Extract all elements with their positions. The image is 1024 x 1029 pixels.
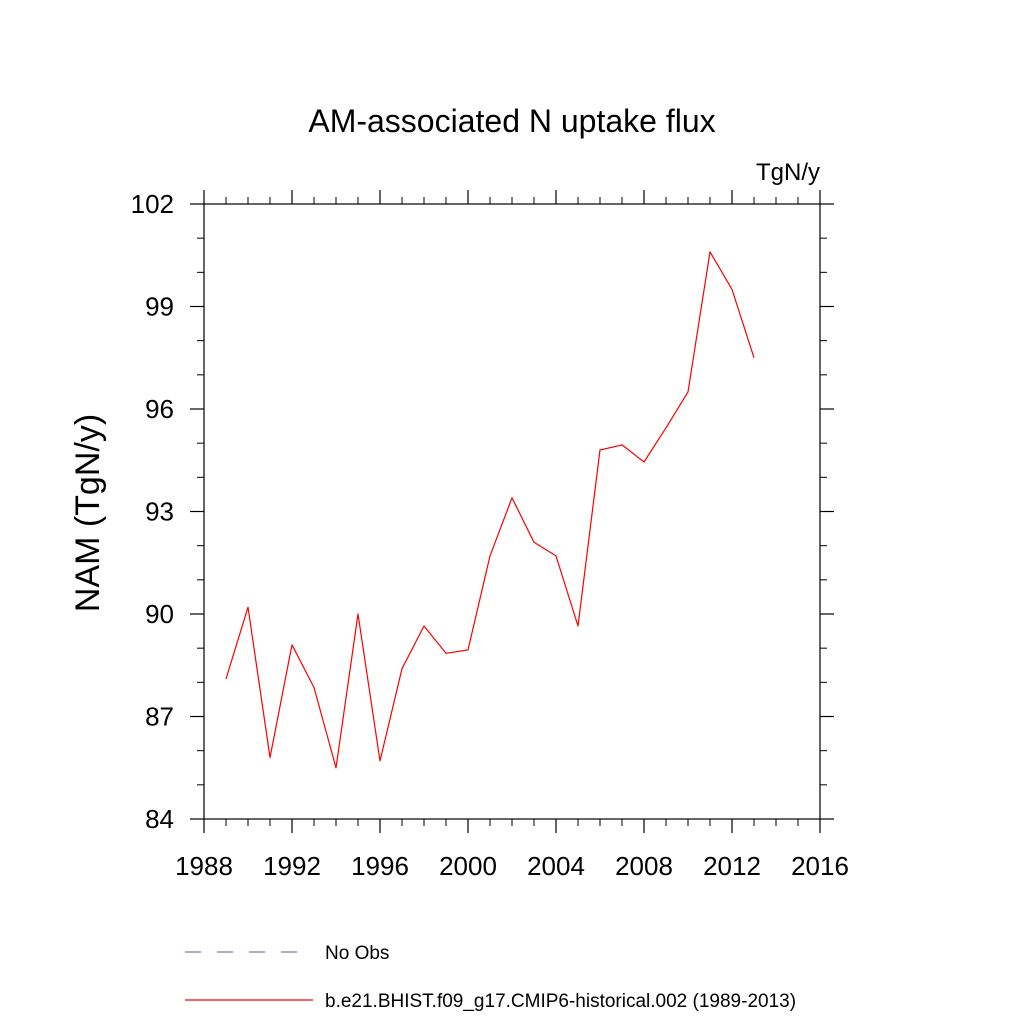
- x-tick-label: 1996: [351, 851, 409, 881]
- x-tick-label: 2016: [791, 851, 849, 881]
- x-tick-label: 2008: [615, 851, 673, 881]
- x-tick-label: 2000: [439, 851, 497, 881]
- y-tick-label: 87: [145, 702, 174, 732]
- y-tick-label: 102: [131, 189, 174, 219]
- series-line-0: [225, 251, 755, 769]
- x-tick-label: 2012: [703, 851, 761, 881]
- y-tick-label: 93: [145, 497, 174, 527]
- legend-label-1: b.e21.BHIST.f09_g17.CMIP6-historical.002…: [325, 991, 796, 1012]
- chart-title: AM-associated N uptake flux: [308, 103, 715, 139]
- legend: No Obs b.e21.BHIST.f09_g17.CMIP6-historic…: [185, 943, 796, 1012]
- y-tick-label: 96: [145, 394, 174, 424]
- axes: 1988 1992 1996 2000 2004 2008 2012 2016 84 87 90 93…: [131, 189, 849, 881]
- y-tick-label: 90: [145, 599, 174, 629]
- series-layer: [225, 251, 755, 769]
- y-tick-label: 84: [145, 804, 174, 834]
- x-tick-label: 1992: [263, 851, 321, 881]
- x-tick-label: 1988: [175, 851, 233, 881]
- y-tick-label: 99: [145, 292, 174, 322]
- y-axis-label: NAM (TgN/y): [69, 414, 107, 612]
- x-tick-label: 2004: [527, 851, 585, 881]
- legend-label-0: No Obs: [325, 943, 389, 964]
- plot-frame: [203, 203, 821, 820]
- units-label: TgN/y: [756, 159, 820, 186]
